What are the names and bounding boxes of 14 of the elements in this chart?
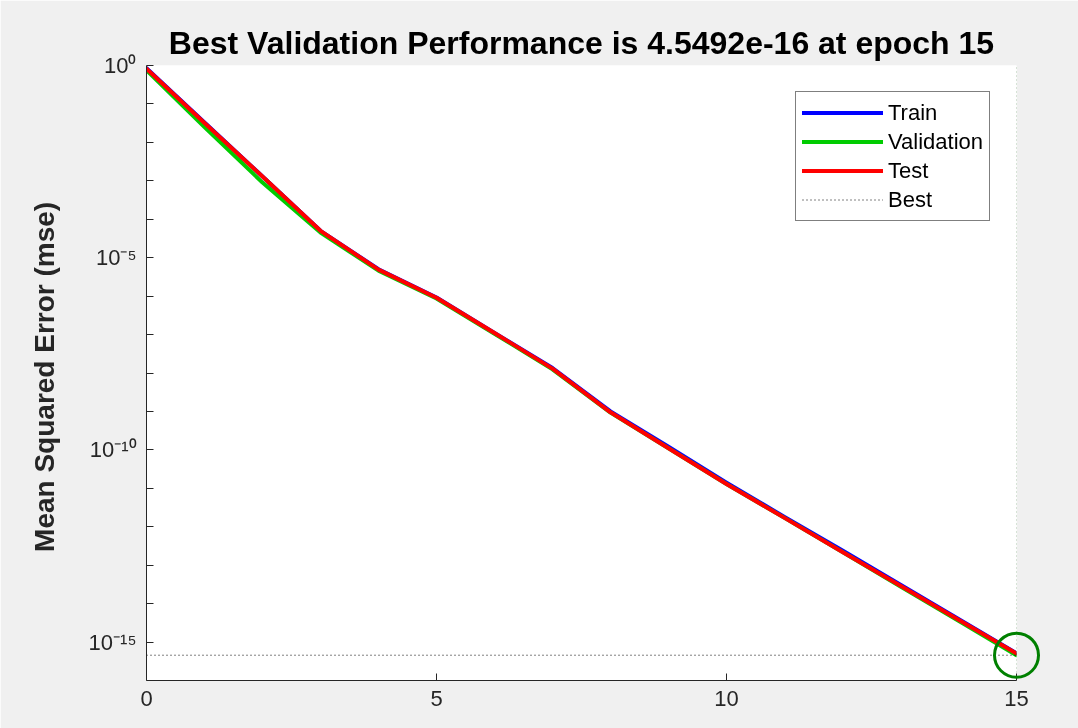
y-tick-label: 10⁻¹⁵ bbox=[88, 629, 137, 655]
x-tick-label: 5 bbox=[430, 685, 443, 711]
legend-label: Best bbox=[888, 185, 933, 214]
legend-label: Test bbox=[888, 156, 929, 185]
x-tick-label: 10 bbox=[714, 685, 739, 711]
y-tick-label: 10⁻¹⁰ bbox=[89, 437, 137, 463]
x-tick-label: 15 bbox=[1004, 685, 1029, 711]
chart-title: Best Validation Performance is 4.5492e-16 at epoch 15 bbox=[168, 24, 995, 61]
y-tick-label: 10⁻⁵ bbox=[95, 245, 137, 271]
y-axis-title: Mean Squared Error (mse) bbox=[28, 201, 60, 552]
legend-label: Validation bbox=[888, 127, 983, 156]
y-tick-label: 10⁰ bbox=[104, 53, 137, 78]
legend-label: Train bbox=[888, 98, 938, 127]
x-tick-label: 0 bbox=[140, 685, 153, 711]
